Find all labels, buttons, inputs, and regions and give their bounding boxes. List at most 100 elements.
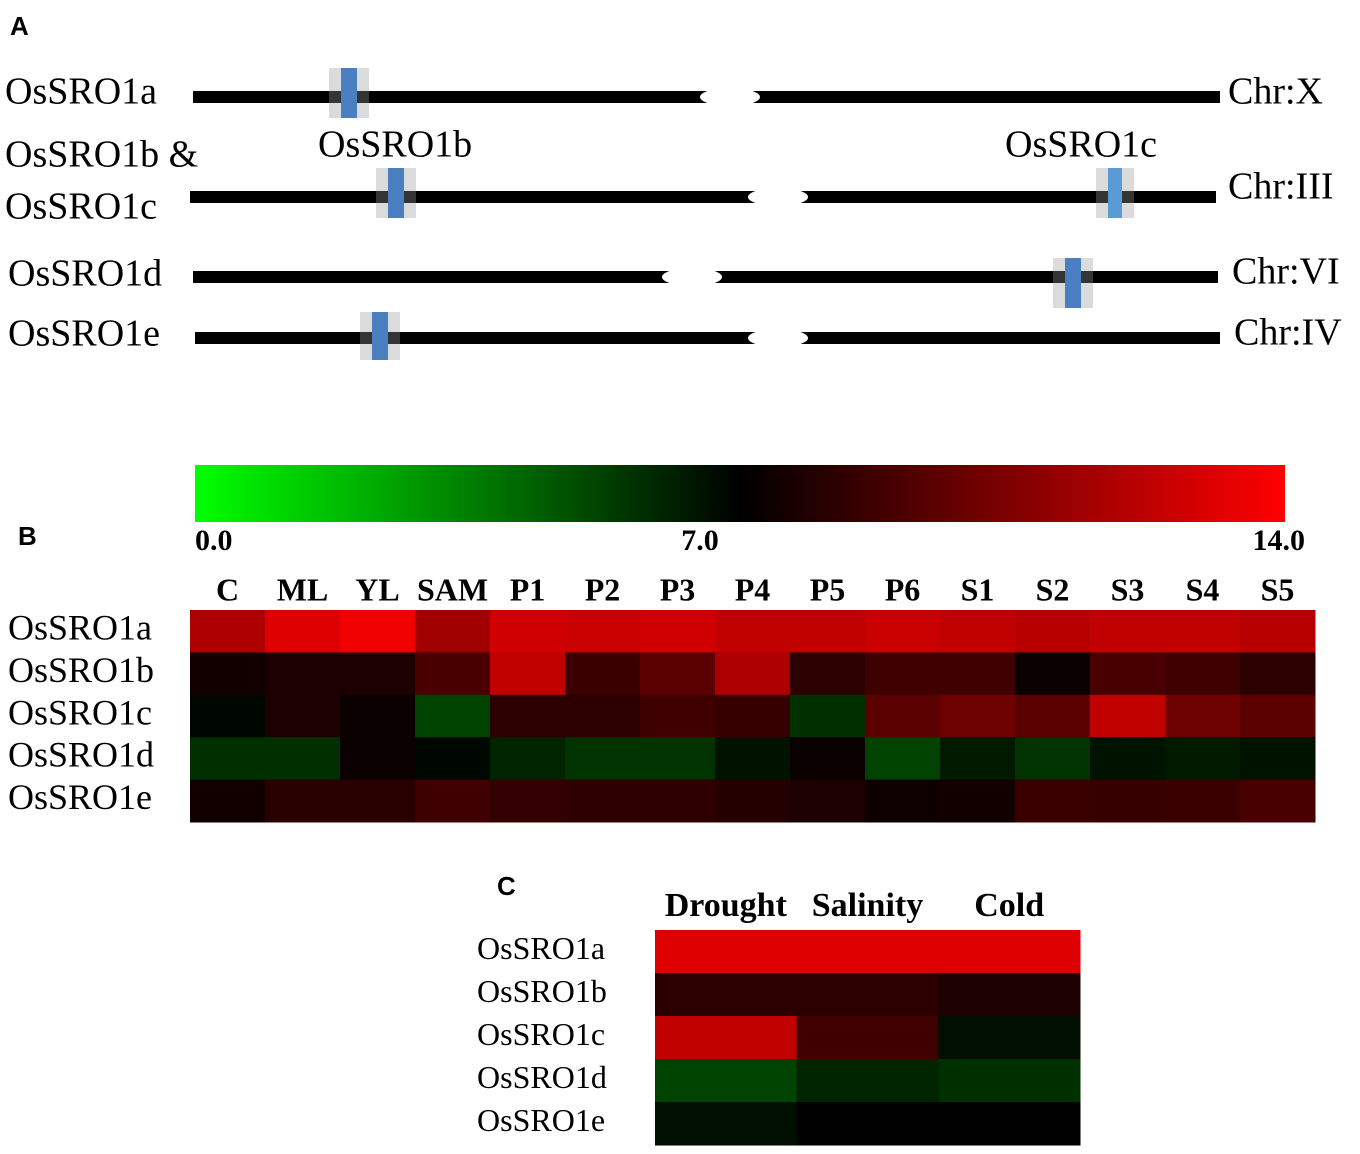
heatmap-cell — [490, 737, 566, 781]
heatmap-cell — [715, 737, 791, 781]
heatmap-cell — [865, 652, 941, 696]
heatmap-cell — [1165, 694, 1241, 738]
heatmap-cell — [415, 737, 491, 781]
heatmap-cell — [865, 694, 941, 738]
heatmap-cell — [796, 930, 939, 974]
row-label: OsSRO1b — [8, 650, 154, 690]
heatmap-cell — [1165, 610, 1241, 653]
column-label: Cold — [974, 887, 1044, 924]
heatmap-cell — [790, 610, 866, 653]
heatmap-cell — [340, 694, 416, 738]
heatmap-cell — [940, 610, 1016, 653]
heatmap-cell — [1015, 652, 1091, 696]
heatmap-cell — [415, 652, 491, 696]
column-label: Drought — [665, 887, 788, 924]
heatmap-cell — [190, 779, 266, 823]
heatmap-cell — [938, 973, 1081, 1017]
heatmap-cell — [490, 652, 566, 696]
heatmap-cell — [938, 1059, 1081, 1103]
heatmap-cell — [1240, 694, 1316, 738]
column-label: P3 — [660, 571, 696, 607]
heatmap-cell — [340, 737, 416, 781]
heatmap-cell — [340, 610, 416, 653]
panel-label: A — [10, 11, 29, 41]
centromere — [748, 329, 808, 347]
gene-label: OsSRO1c — [1005, 124, 1157, 166]
heatmap-cell — [1015, 737, 1091, 781]
heatmap-cell — [340, 779, 416, 823]
row-label: OsSRO1c — [477, 1016, 605, 1052]
column-label: P2 — [585, 571, 621, 607]
chromosome — [195, 332, 1220, 344]
column-label: YL — [355, 571, 399, 607]
heatmap-cell — [790, 737, 866, 781]
heatmap-cell — [415, 779, 491, 823]
gene-label: OsSRO1b — [318, 124, 472, 166]
heatmap-cell — [1240, 652, 1316, 696]
heatmap-cell — [655, 1102, 798, 1146]
heatmap-cell — [940, 779, 1016, 823]
heatmap-cell — [1165, 779, 1241, 823]
heatmap-cell — [490, 610, 566, 653]
heatmap-cell — [940, 694, 1016, 738]
heatmap-cell — [715, 652, 791, 696]
heatmap-cell — [640, 610, 716, 653]
heatmap-cell — [790, 652, 866, 696]
column-label: P5 — [810, 571, 846, 607]
column-label: Salinity — [812, 887, 923, 924]
heatmap-cell — [796, 1016, 939, 1060]
gene-marker — [372, 312, 388, 360]
gene-marker — [1108, 168, 1122, 218]
heatmap-cell — [796, 1102, 939, 1146]
heatmap-cell — [715, 694, 791, 738]
heatmap-cell — [715, 779, 791, 823]
row-label: OsSRO1e — [8, 777, 152, 817]
row-label: OsSRO1e — [477, 1102, 605, 1138]
heatmap-cell — [796, 1059, 939, 1103]
centromere — [662, 268, 722, 286]
column-label: S2 — [1036, 571, 1070, 607]
heatmap-cell — [190, 610, 266, 653]
heatmap-cell — [190, 694, 266, 738]
heatmap-cell — [655, 1059, 798, 1103]
gene-marker — [1065, 258, 1081, 308]
heatmap-cell — [1240, 737, 1316, 781]
heatmap-cell — [640, 737, 716, 781]
chromosome-label: Chr:IV — [1234, 312, 1342, 354]
heatmap-cell — [190, 652, 266, 696]
row-label: OsSRO1a — [477, 930, 605, 966]
heatmap-cell — [1165, 737, 1241, 781]
colorbar-tick-label: 7.0 — [681, 524, 719, 557]
heatmap-cell — [640, 779, 716, 823]
heatmap-cell — [265, 779, 341, 823]
column-label: SAM — [417, 571, 488, 607]
column-label: C — [216, 571, 239, 607]
heatmap-cell — [1015, 694, 1091, 738]
colorbar-tick-label: 14.0 — [1253, 524, 1306, 557]
heatmap-cell — [715, 610, 791, 653]
heatmap-cell — [1015, 610, 1091, 653]
gene-name: OsSRO1c — [5, 186, 157, 228]
row-label: OsSRO1b — [477, 973, 607, 1009]
panel-label: B — [18, 521, 37, 551]
heatmap-cell — [865, 610, 941, 653]
heatmap-cell — [940, 737, 1016, 781]
heatmap-cell — [265, 737, 341, 781]
gene-name: OsSRO1d — [8, 253, 162, 295]
heatmap-cell — [1090, 652, 1166, 696]
heatmap-cell — [490, 779, 566, 823]
heatmap-cell — [1090, 779, 1166, 823]
row-label: OsSRO1c — [8, 692, 152, 732]
heatmap-cell — [790, 694, 866, 738]
centromere — [700, 88, 760, 106]
heatmap-cell — [1090, 694, 1166, 738]
heatmap-cell — [1090, 610, 1166, 653]
row-label: OsSRO1a — [8, 607, 152, 647]
column-label: P6 — [885, 571, 921, 607]
panel-label: C — [497, 871, 516, 901]
heatmap-cell — [1090, 737, 1166, 781]
column-label: S5 — [1261, 571, 1295, 607]
heatmap-cell — [940, 652, 1016, 696]
colorbar-tick-label: 0.0 — [195, 524, 233, 557]
